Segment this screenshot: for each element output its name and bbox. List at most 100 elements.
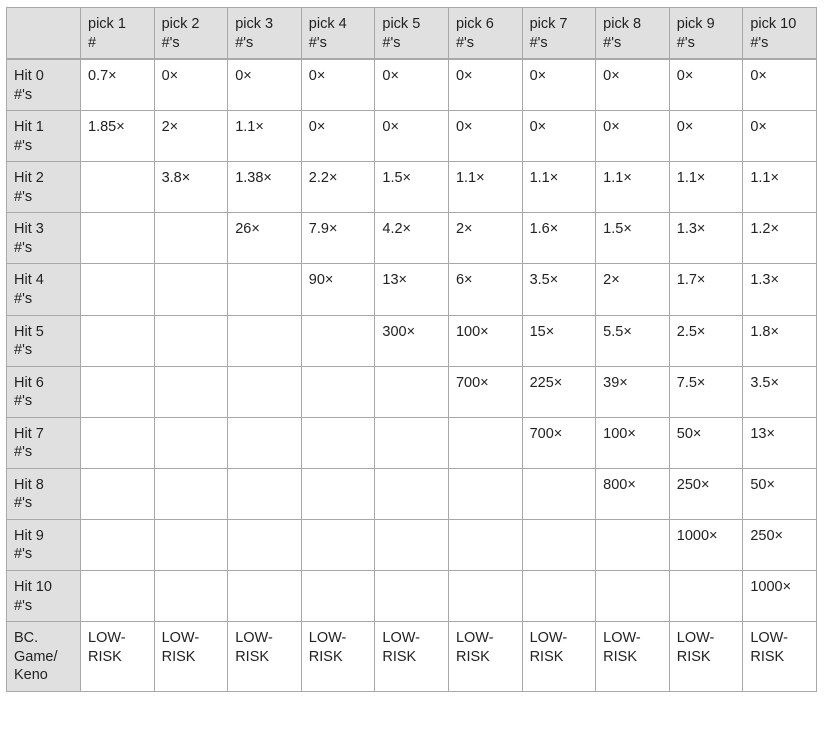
column-header-pick-6-line1: pick 6: [455, 16, 494, 32]
payout-cell: [154, 571, 229, 623]
table-row: Hit 8 #'s 800× 250× 50×: [6, 468, 817, 520]
payout-cell: 0.7×: [81, 59, 155, 112]
table-row: Hit 5 #'s 300× 100× 15× 5.5× 2.5× 1.8×: [6, 315, 817, 367]
payout-cell: [522, 571, 597, 623]
payout-cell: [375, 468, 449, 520]
row-header-line: Hit 2: [14, 170, 44, 187]
column-header-pick-5-line1: pick 5: [382, 16, 421, 32]
payout-cell: [154, 213, 229, 265]
payout-cell: [81, 213, 155, 265]
payout-cell: 4.2×: [375, 213, 449, 265]
payout-cell: 1.3×: [669, 213, 744, 265]
column-header-pick-2: pick 2 #'s: [154, 7, 229, 60]
payout-cell: 1.3×: [743, 264, 817, 316]
payout-cell: 3.5×: [743, 366, 817, 418]
row-header-line: Game/: [14, 648, 58, 665]
row-header-line: Hit 1: [14, 119, 44, 136]
payout-cell: 2.2×: [301, 162, 376, 214]
row-header: Hit 2 #'s: [6, 162, 81, 214]
row-header-line: #'s: [14, 291, 33, 308]
payout-cell: [301, 315, 376, 367]
row-header-line: #'s: [14, 137, 33, 154]
row-header: Hit 4 #'s: [6, 264, 81, 316]
payout-cell: 7.5×: [669, 366, 744, 418]
payout-cell: [154, 366, 229, 418]
payout-cell: [448, 468, 523, 520]
column-header-pick-1-line2: #: [88, 34, 97, 51]
column-header-pick-9-line2: #'s: [676, 34, 695, 51]
payout-cell: [228, 519, 302, 572]
payout-cell: 26×: [228, 213, 302, 265]
payout-cell: LOW-RISK: [743, 622, 817, 692]
payout-cell: [375, 366, 449, 418]
payout-cell: [228, 571, 302, 623]
payout-cell: 1.5×: [375, 162, 449, 214]
keno-payout-table: pick 1 # pick 2 #'s pick 3 #'s pick 4 #'…: [6, 7, 817, 692]
payout-cell: [81, 519, 155, 572]
payout-cell: 1.5×: [596, 213, 670, 265]
table-row: Hit 4 #'s 90× 13× 6× 3.5× 2× 1.7× 1.3×: [6, 264, 817, 316]
keno-payout-table-container: pick 1 # pick 2 #'s pick 3 #'s pick 4 #'…: [6, 7, 817, 692]
row-header: Hit 3 #'s: [6, 213, 81, 265]
column-header-pick-3-line1: pick 3: [235, 16, 274, 32]
payout-cell: [375, 571, 449, 623]
payout-cell: 0×: [448, 111, 523, 163]
payout-cell: 0×: [375, 59, 449, 112]
payout-cell: [81, 264, 155, 316]
table-row: Hit 6 #'s 700× 225× 39× 7.5× 3.5×: [6, 366, 817, 418]
payout-cell: [154, 519, 229, 572]
payout-cell: 15×: [522, 315, 597, 367]
payout-cell: LOW-RISK: [522, 622, 597, 692]
table-row: Hit 3 #'s 26× 7.9× 4.2× 2× 1.6× 1.5× 1.3× 1.2×: [6, 213, 817, 265]
payout-cell: 1.6×: [522, 213, 597, 265]
payout-cell: 13×: [375, 264, 449, 316]
payout-cell: LOW-RISK: [154, 622, 229, 692]
payout-cell: 2×: [154, 111, 229, 163]
row-header-line: #'s: [14, 393, 33, 410]
payout-cell: [228, 417, 302, 469]
column-header-pick-1: pick 1 #: [81, 7, 155, 60]
payout-cell: [448, 417, 523, 469]
payout-cell: 1.8×: [743, 315, 817, 367]
column-header-pick-6: pick 6 #'s: [448, 7, 523, 60]
column-header-pick-4-line1: pick 4: [308, 16, 347, 32]
payout-cell: 5.5×: [596, 315, 670, 367]
table-row: Hit 10 #'s 1000×: [6, 571, 817, 623]
table-row: BC. Game/Keno LOW-RISK LOW-RISK LOW-RISK LOW-…: [6, 622, 817, 692]
payout-cell: 0×: [448, 59, 523, 112]
payout-cell: [596, 519, 670, 572]
payout-cell: [154, 264, 229, 316]
payout-cell: [301, 571, 376, 623]
column-header-pick-5: pick 5 #'s: [375, 7, 449, 60]
row-header-line: BC.: [14, 630, 39, 647]
payout-cell: 300×: [375, 315, 449, 367]
row-header-line: Hit 5: [14, 323, 44, 340]
payout-cell: 13×: [743, 417, 817, 469]
column-header-pick-3: pick 3 #'s: [228, 7, 302, 60]
payout-cell: 225×: [522, 366, 597, 418]
payout-cell: [81, 366, 155, 418]
column-header-pick-2-line2: #'s: [161, 34, 180, 51]
column-header-pick-9-line1: pick 9: [676, 16, 715, 32]
row-header: Hit 10 #'s: [6, 571, 81, 623]
payout-cell: [81, 315, 155, 367]
column-header-pick-2-line1: pick 2: [161, 16, 200, 32]
payout-cell: 1.85×: [81, 111, 155, 163]
row-header: BC. Game/Keno: [6, 622, 81, 692]
table-row: Hit 0 #'s 0.7× 0× 0× 0× 0× 0× 0× 0× 0× 0×: [6, 59, 817, 112]
payout-cell: 0×: [522, 111, 597, 163]
payout-cell: 700×: [448, 366, 523, 418]
payout-cell: 0×: [743, 59, 817, 112]
row-header-line: Hit 4: [14, 272, 44, 289]
column-header-pick-10-line2: #'s: [750, 34, 769, 51]
payout-cell: [228, 315, 302, 367]
row-header-line: #'s: [14, 188, 33, 205]
payout-cell: [669, 571, 744, 623]
column-header-pick-5-line2: #'s: [382, 34, 401, 51]
payout-cell: 2.5×: [669, 315, 744, 367]
row-header-line: #'s: [14, 597, 33, 614]
payout-cell: 0×: [669, 111, 744, 163]
payout-cell: 1.1×: [228, 111, 302, 163]
row-header-line: #'s: [14, 342, 33, 359]
payout-cell: [81, 571, 155, 623]
